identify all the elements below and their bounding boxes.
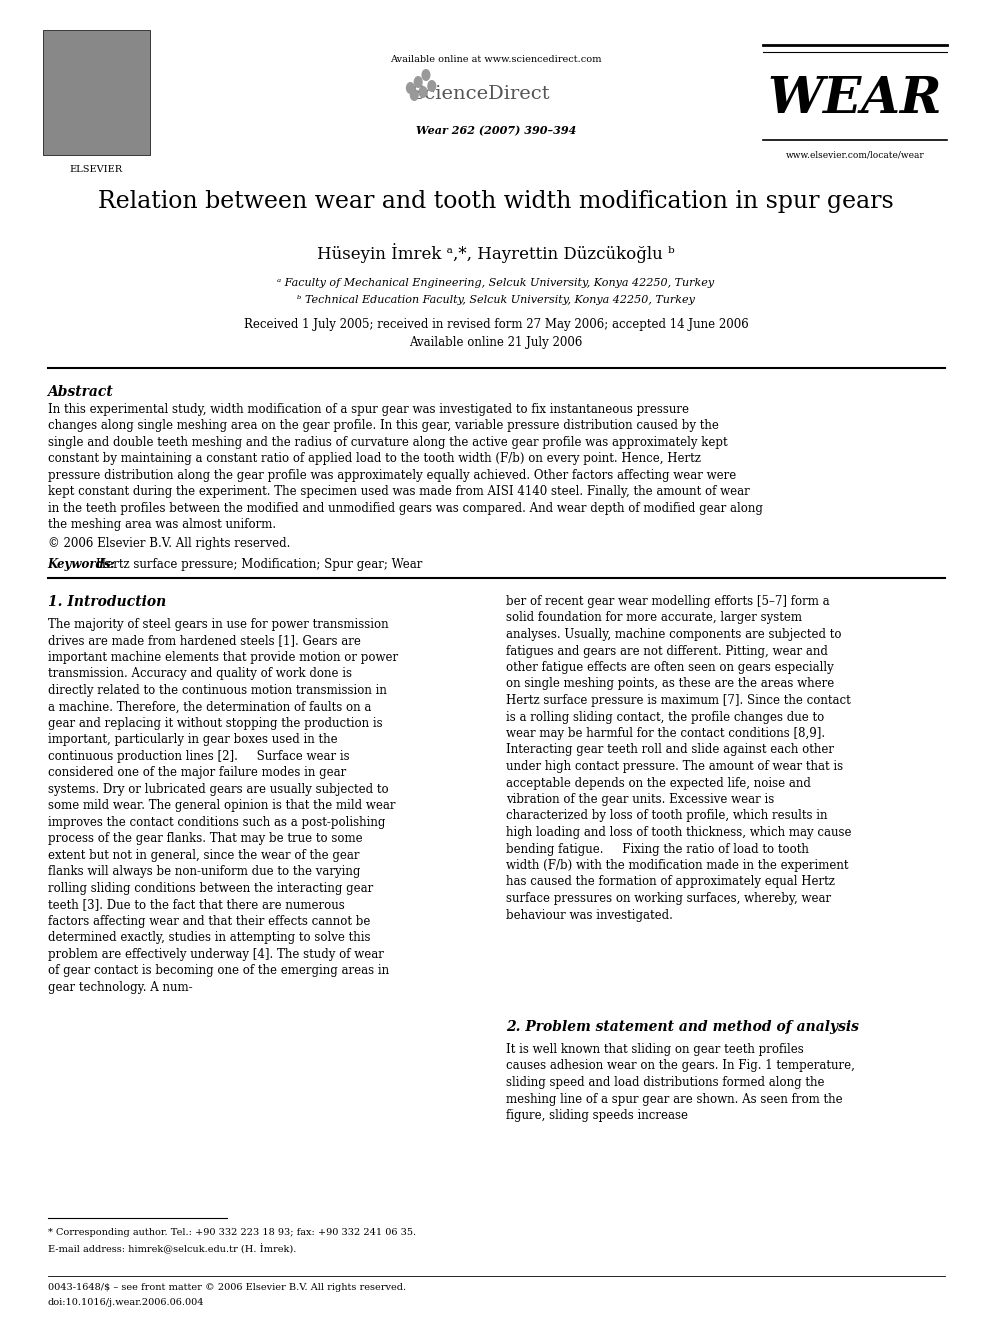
Text: In this experimental study, width modification of a spur gear was investigated t: In this experimental study, width modifi… xyxy=(48,404,763,532)
Circle shape xyxy=(422,70,430,81)
Text: ber of recent gear wear modelling efforts [5–7] form a
solid foundation for more: ber of recent gear wear modelling effort… xyxy=(506,595,851,922)
Text: Hertz surface pressure; Modification; Spur gear; Wear: Hertz surface pressure; Modification; Sp… xyxy=(96,558,423,572)
Text: * Corresponding author. Tel.: +90 332 223 18 93; fax: +90 332 241 06 35.: * Corresponding author. Tel.: +90 332 22… xyxy=(48,1228,416,1237)
Text: 1. Introduction: 1. Introduction xyxy=(48,595,166,609)
Text: doi:10.1016/j.wear.2006.06.004: doi:10.1016/j.wear.2006.06.004 xyxy=(48,1298,204,1307)
Text: Abstract: Abstract xyxy=(48,385,113,400)
Text: The majority of steel gears in use for power transmission
drives are made from h: The majority of steel gears in use for p… xyxy=(48,618,398,994)
Circle shape xyxy=(428,81,435,91)
Text: ᵃ Faculty of Mechanical Engineering, Selcuk University, Konya 42250, Turkey: ᵃ Faculty of Mechanical Engineering, Sel… xyxy=(278,278,714,288)
Text: Hüseyin İmrek ᵃ,*, Hayrettin Düzcükoğlu ᵇ: Hüseyin İmrek ᵃ,*, Hayrettin Düzcükoğlu … xyxy=(317,243,675,263)
Text: ELSEVIER: ELSEVIER xyxy=(69,165,123,175)
Circle shape xyxy=(411,90,419,101)
Circle shape xyxy=(415,77,422,87)
Text: Wear 262 (2007) 390–394: Wear 262 (2007) 390–394 xyxy=(416,124,576,136)
Text: 2. Problem statement and method of analysis: 2. Problem statement and method of analy… xyxy=(506,1020,859,1035)
Text: Keywords:: Keywords: xyxy=(48,558,115,572)
Text: ᵇ Technical Education Faculty, Selcuk University, Konya 42250, Turkey: ᵇ Technical Education Faculty, Selcuk Un… xyxy=(297,295,695,306)
Text: E-mail address: himrek@selcuk.edu.tr (H. İmrek).: E-mail address: himrek@selcuk.edu.tr (H.… xyxy=(48,1244,296,1254)
Text: Relation between wear and tooth width modification in spur gears: Relation between wear and tooth width mo… xyxy=(98,191,894,213)
Text: Available online 21 July 2006: Available online 21 July 2006 xyxy=(410,336,582,349)
Circle shape xyxy=(407,83,415,94)
Text: 0043-1648/$ – see front matter © 2006 Elsevier B.V. All rights reserved.: 0043-1648/$ – see front matter © 2006 El… xyxy=(48,1283,406,1293)
Text: Received 1 July 2005; received in revised form 27 May 2006; accepted 14 June 200: Received 1 July 2005; received in revise… xyxy=(244,318,748,331)
Text: Available online at www.sciencedirect.com: Available online at www.sciencedirect.co… xyxy=(390,56,602,64)
Text: www.elsevier.com/locate/wear: www.elsevier.com/locate/wear xyxy=(786,149,925,159)
Text: WEAR: WEAR xyxy=(768,75,942,124)
FancyBboxPatch shape xyxy=(43,30,150,155)
Circle shape xyxy=(420,87,427,98)
Text: © 2006 Elsevier B.V. All rights reserved.: © 2006 Elsevier B.V. All rights reserved… xyxy=(48,537,290,550)
Text: ScienceDirect: ScienceDirect xyxy=(411,85,550,103)
Text: It is well known that sliding on gear teeth profiles
causes adhesion wear on the: It is well known that sliding on gear te… xyxy=(506,1043,854,1122)
